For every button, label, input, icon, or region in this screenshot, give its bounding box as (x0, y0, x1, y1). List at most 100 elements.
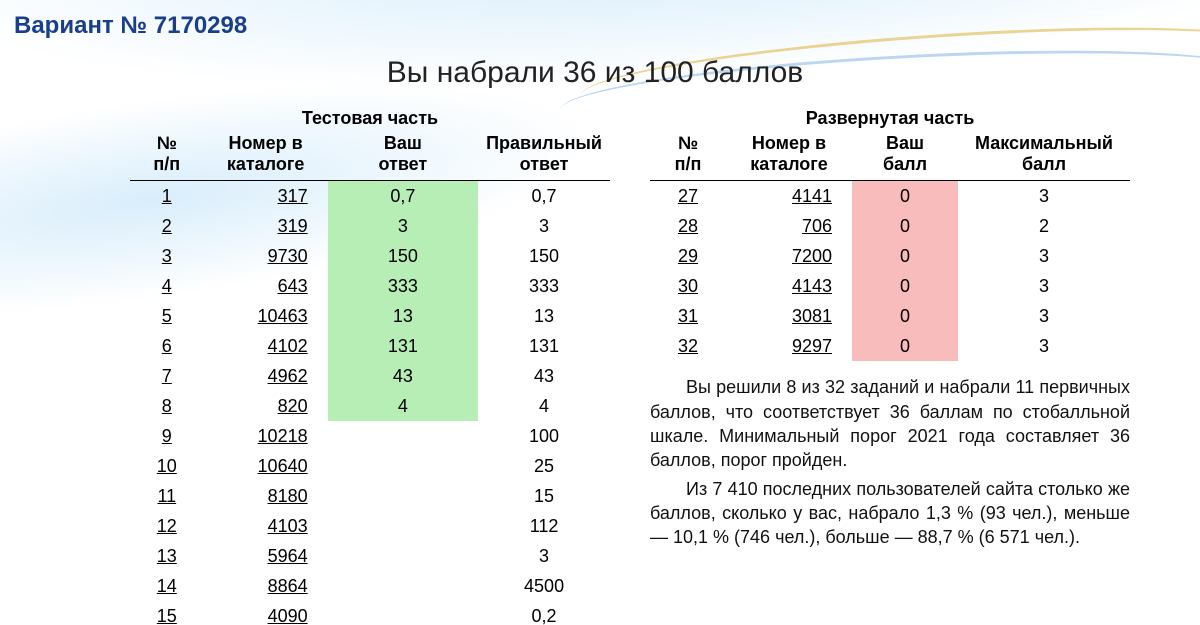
catalog-link[interactable]: 5964 (204, 541, 328, 571)
summary-block: Вы решили 8 из 32 заданий и набрали 11 п… (650, 375, 1130, 549)
catalog-link[interactable]: 706 (726, 211, 852, 241)
variant-title: Вариант № 7170298 (14, 12, 1180, 40)
max-score: 2 (958, 211, 1130, 241)
your-answer (328, 421, 479, 451)
score-headline: Вы набрали 36 из 100 баллов (10, 56, 1180, 90)
table-row: 101064025 (130, 451, 610, 481)
catalog-link[interactable]: 643 (204, 271, 328, 301)
summary-p2: Из 7 410 последних пользователей сайта с… (650, 477, 1130, 550)
your-answer (328, 571, 479, 601)
catalog-link[interactable]: 319 (204, 211, 328, 241)
row-index[interactable]: 4 (130, 271, 204, 301)
catalog-link[interactable]: 4962 (204, 361, 328, 391)
row-index[interactable]: 7 (130, 361, 204, 391)
table-row: 135964 3 (130, 541, 610, 571)
your-answer: 150 (328, 241, 479, 271)
your-score: 0 (852, 181, 958, 212)
row-index[interactable]: 27 (650, 181, 726, 212)
row-index[interactable]: 30 (650, 271, 726, 301)
table-row: 13170,70,7 (130, 181, 610, 212)
table-row: 4643333333 (130, 271, 610, 301)
row-index[interactable]: 3 (130, 241, 204, 271)
catalog-link[interactable]: 9730 (204, 241, 328, 271)
correct-answer: 3 (478, 541, 610, 571)
row-index[interactable]: 2 (130, 211, 204, 241)
correct-answer: 333 (478, 271, 610, 301)
catalog-link[interactable]: 8180 (204, 481, 328, 511)
correct-answer: 4 (478, 391, 610, 421)
row-index[interactable]: 28 (650, 211, 726, 241)
extended-part-table: №п/п Номер вкаталоге Вашбалл Максимальны… (650, 131, 1130, 361)
your-score: 0 (852, 241, 958, 271)
max-score: 3 (958, 331, 1130, 361)
catalog-link[interactable]: 9297 (726, 331, 852, 361)
correct-answer: 3 (478, 211, 610, 241)
your-answer: 0,7 (328, 181, 479, 212)
your-answer (328, 511, 479, 541)
correct-answer: 0,7 (478, 181, 610, 212)
table-row: 2870602 (650, 211, 1130, 241)
row-index[interactable]: 12 (130, 511, 204, 541)
your-score: 0 (852, 331, 958, 361)
row-index[interactable]: 11 (130, 481, 204, 511)
right-section-title: Развернутая часть (650, 108, 1130, 129)
table-row: 5104631313 (130, 301, 610, 331)
your-answer: 333 (328, 271, 479, 301)
catalog-link[interactable]: 4103 (204, 511, 328, 541)
row-index[interactable]: 31 (650, 301, 726, 331)
table-row: 32929703 (650, 331, 1130, 361)
your-answer (328, 541, 479, 571)
table-row: 30414303 (650, 271, 1130, 301)
correct-answer: 15 (478, 481, 610, 511)
correct-answer: 0,2 (478, 601, 610, 625)
row-index[interactable]: 29 (650, 241, 726, 271)
catalog-link[interactable]: 4143 (726, 271, 852, 301)
correct-answer: 131 (478, 331, 610, 361)
catalog-link[interactable]: 4102 (204, 331, 328, 361)
left-section-title: Тестовая часть (130, 108, 610, 129)
table-row: 1488644500 (130, 571, 610, 601)
your-answer: 4 (328, 391, 479, 421)
table-row: 882044 (130, 391, 610, 421)
row-index[interactable]: 6 (130, 331, 204, 361)
table-row: 118180 15 (130, 481, 610, 511)
table-row: 27414103 (650, 181, 1130, 212)
catalog-link[interactable]: 317 (204, 181, 328, 212)
your-answer: 43 (328, 361, 479, 391)
max-score: 3 (958, 181, 1130, 212)
table-row: 154090 0,2 (130, 601, 610, 625)
catalog-link[interactable]: 4141 (726, 181, 852, 212)
row-index[interactable]: 14 (130, 571, 204, 601)
table-row: 910218100 (130, 421, 610, 451)
catalog-link[interactable]: 10218 (204, 421, 328, 451)
your-score: 0 (852, 271, 958, 301)
catalog-link[interactable]: 4090 (204, 601, 328, 625)
catalog-link[interactable]: 10463 (204, 301, 328, 331)
row-index[interactable]: 9 (130, 421, 204, 451)
table-row: 124103112 (130, 511, 610, 541)
catalog-link[interactable]: 820 (204, 391, 328, 421)
your-answer: 131 (328, 331, 479, 361)
row-index[interactable]: 5 (130, 301, 204, 331)
table-row: 39730150150 (130, 241, 610, 271)
your-answer (328, 481, 479, 511)
your-answer (328, 451, 479, 481)
row-index[interactable]: 1 (130, 181, 204, 212)
table-row: 749624343 (130, 361, 610, 391)
table-row: 64102131131 (130, 331, 610, 361)
row-index[interactable]: 32 (650, 331, 726, 361)
max-score: 3 (958, 241, 1130, 271)
your-answer: 3 (328, 211, 479, 241)
correct-answer: 13 (478, 301, 610, 331)
row-index[interactable]: 13 (130, 541, 204, 571)
row-index[interactable]: 15 (130, 601, 204, 625)
catalog-link[interactable]: 10640 (204, 451, 328, 481)
your-answer (328, 601, 479, 625)
row-index[interactable]: 10 (130, 451, 204, 481)
catalog-link[interactable]: 7200 (726, 241, 852, 271)
max-score: 3 (958, 301, 1130, 331)
catalog-link[interactable]: 3081 (726, 301, 852, 331)
your-answer: 13 (328, 301, 479, 331)
catalog-link[interactable]: 8864 (204, 571, 328, 601)
row-index[interactable]: 8 (130, 391, 204, 421)
